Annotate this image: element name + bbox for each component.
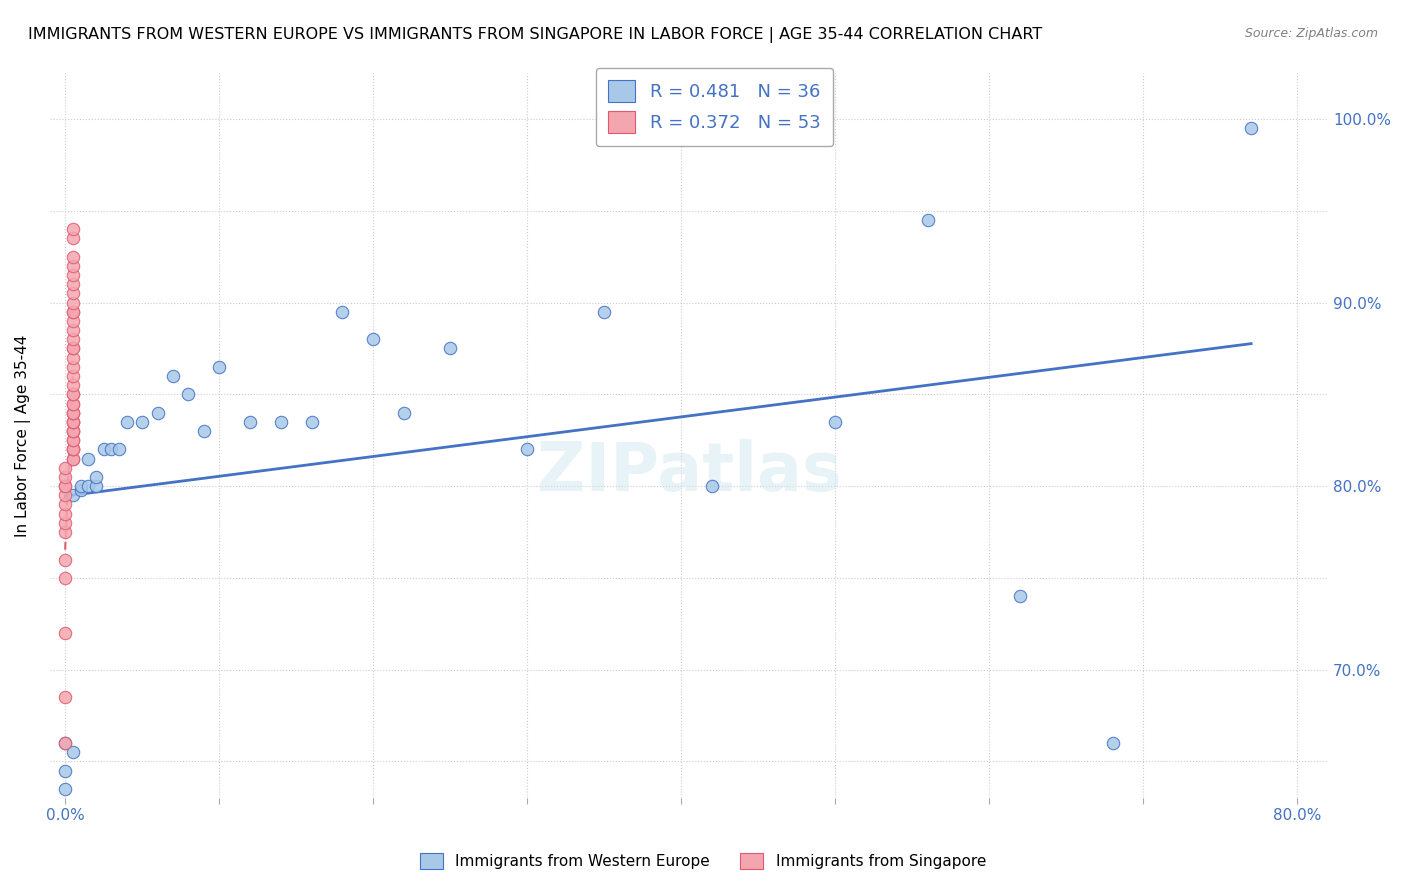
- Point: [193, 424, 215, 438]
- Point: [115, 415, 138, 429]
- Point: [62, 286, 84, 301]
- Point: [700, 479, 723, 493]
- Point: [62, 424, 84, 438]
- Point: [439, 342, 461, 356]
- Point: [62, 406, 84, 420]
- Point: [62, 442, 84, 457]
- Point: [62, 434, 84, 448]
- Point: [62, 323, 84, 337]
- Point: [62, 451, 84, 466]
- Point: [62, 342, 84, 356]
- Point: [824, 415, 846, 429]
- Point: [62, 415, 84, 429]
- Point: [62, 434, 84, 448]
- Point: [53, 516, 76, 530]
- Point: [62, 378, 84, 392]
- Legend: R = 0.481   N = 36, R = 0.372   N = 53: R = 0.481 N = 36, R = 0.372 N = 53: [596, 68, 834, 146]
- Point: [62, 332, 84, 346]
- Point: [62, 415, 84, 429]
- Point: [62, 406, 84, 420]
- Point: [100, 442, 122, 457]
- Point: [53, 781, 76, 796]
- Point: [62, 387, 84, 401]
- Point: [77, 479, 100, 493]
- Y-axis label: In Labor Force | Age 35-44: In Labor Force | Age 35-44: [15, 334, 31, 537]
- Text: ZIPatlas: ZIPatlas: [537, 439, 841, 505]
- Point: [62, 369, 84, 384]
- Point: [53, 470, 76, 484]
- Point: [53, 736, 76, 750]
- Point: [53, 507, 76, 521]
- Point: [53, 479, 76, 493]
- Point: [53, 524, 76, 539]
- Point: [53, 479, 76, 493]
- Point: [62, 424, 84, 438]
- Point: [69, 483, 91, 497]
- Point: [77, 451, 100, 466]
- Point: [62, 488, 84, 502]
- Point: [62, 259, 84, 273]
- Point: [1240, 121, 1263, 136]
- Point: [62, 387, 84, 401]
- Point: [62, 396, 84, 410]
- Point: [53, 460, 76, 475]
- Point: [516, 442, 538, 457]
- Text: Source: ZipAtlas.com: Source: ZipAtlas.com: [1244, 27, 1378, 40]
- Point: [62, 351, 84, 365]
- Text: IMMIGRANTS FROM WESTERN EUROPE VS IMMIGRANTS FROM SINGAPORE IN LABOR FORCE | AGE: IMMIGRANTS FROM WESTERN EUROPE VS IMMIGR…: [28, 27, 1042, 43]
- Point: [62, 277, 84, 292]
- Point: [62, 342, 84, 356]
- Point: [361, 332, 384, 346]
- Point: [62, 415, 84, 429]
- Point: [146, 406, 169, 420]
- Point: [53, 571, 76, 585]
- Point: [69, 479, 91, 493]
- Point: [53, 690, 76, 705]
- Point: [593, 305, 616, 319]
- Point: [62, 231, 84, 245]
- Point: [84, 479, 107, 493]
- Point: [62, 424, 84, 438]
- Point: [53, 488, 76, 502]
- Point: [53, 764, 76, 778]
- Point: [108, 442, 131, 457]
- Point: [208, 359, 231, 374]
- Point: [1101, 736, 1123, 750]
- Point: [62, 442, 84, 457]
- Point: [62, 305, 84, 319]
- Point: [62, 268, 84, 282]
- Point: [62, 222, 84, 236]
- Point: [177, 387, 200, 401]
- Point: [62, 295, 84, 310]
- Point: [62, 359, 84, 374]
- Legend: Immigrants from Western Europe, Immigrants from Singapore: Immigrants from Western Europe, Immigran…: [413, 847, 993, 875]
- Point: [917, 213, 939, 227]
- Point: [62, 442, 84, 457]
- Point: [62, 451, 84, 466]
- Point: [62, 406, 84, 420]
- Point: [62, 305, 84, 319]
- Point: [53, 552, 76, 566]
- Point: [62, 250, 84, 264]
- Point: [162, 369, 184, 384]
- Point: [62, 745, 84, 759]
- Point: [1010, 589, 1032, 603]
- Point: [239, 415, 262, 429]
- Point: [53, 626, 76, 640]
- Point: [84, 470, 107, 484]
- Point: [332, 305, 354, 319]
- Point: [62, 314, 84, 328]
- Point: [62, 396, 84, 410]
- Point: [392, 406, 415, 420]
- Point: [270, 415, 292, 429]
- Point: [53, 736, 76, 750]
- Point: [53, 498, 76, 512]
- Point: [301, 415, 323, 429]
- Point: [131, 415, 153, 429]
- Point: [93, 442, 115, 457]
